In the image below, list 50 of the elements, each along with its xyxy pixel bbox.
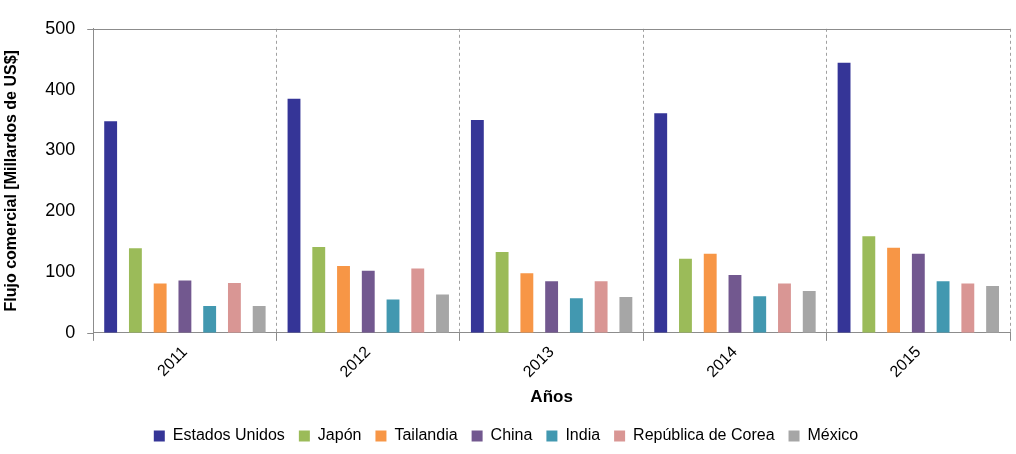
bar [545, 281, 559, 333]
legend-label: República de Corea [633, 426, 775, 444]
x-axis-title: Años [530, 387, 573, 407]
bar [837, 62, 851, 333]
legend-label: México [807, 426, 859, 444]
bar [703, 253, 717, 333]
bar [728, 275, 742, 333]
bar [654, 113, 668, 333]
bar [594, 281, 608, 333]
bar [337, 265, 350, 333]
bar [778, 283, 791, 333]
bar [128, 248, 142, 333]
bar [153, 283, 167, 333]
bar [936, 281, 950, 333]
bar [520, 273, 534, 333]
bar [411, 268, 425, 333]
bar [887, 247, 901, 333]
bar [104, 121, 118, 333]
bar [679, 258, 692, 333]
legend-label: China [490, 426, 533, 444]
y-tick-label: 500 [45, 17, 76, 38]
bar [203, 306, 217, 333]
bar [569, 298, 583, 333]
legend-label: India [565, 426, 601, 444]
bar [495, 251, 509, 333]
bar [911, 253, 925, 333]
bar [252, 306, 266, 333]
bar [361, 270, 375, 333]
bar [961, 283, 975, 333]
bar [753, 296, 767, 333]
bar [227, 282, 241, 333]
legend-label: Tailandia [394, 426, 458, 444]
bar [287, 98, 301, 333]
bar [178, 280, 192, 333]
y-tick-label: 0 [65, 321, 76, 342]
bar [312, 247, 326, 333]
bar [986, 286, 1000, 333]
y-tick-label: 200 [45, 200, 76, 221]
legend-label: Estados Unidos [172, 426, 285, 444]
y-tick-label: 100 [45, 261, 76, 282]
bar [862, 236, 876, 333]
bar [802, 290, 816, 333]
y-tick-label: 300 [45, 139, 76, 160]
y-tick-label: 400 [45, 78, 76, 99]
bar [619, 296, 633, 333]
bar [386, 299, 400, 333]
bar [470, 120, 484, 333]
bar [436, 294, 449, 333]
legend-label: Japón [317, 426, 362, 444]
y-axis-title: Flujo comercial [Millardos de US$] [2, 50, 20, 312]
